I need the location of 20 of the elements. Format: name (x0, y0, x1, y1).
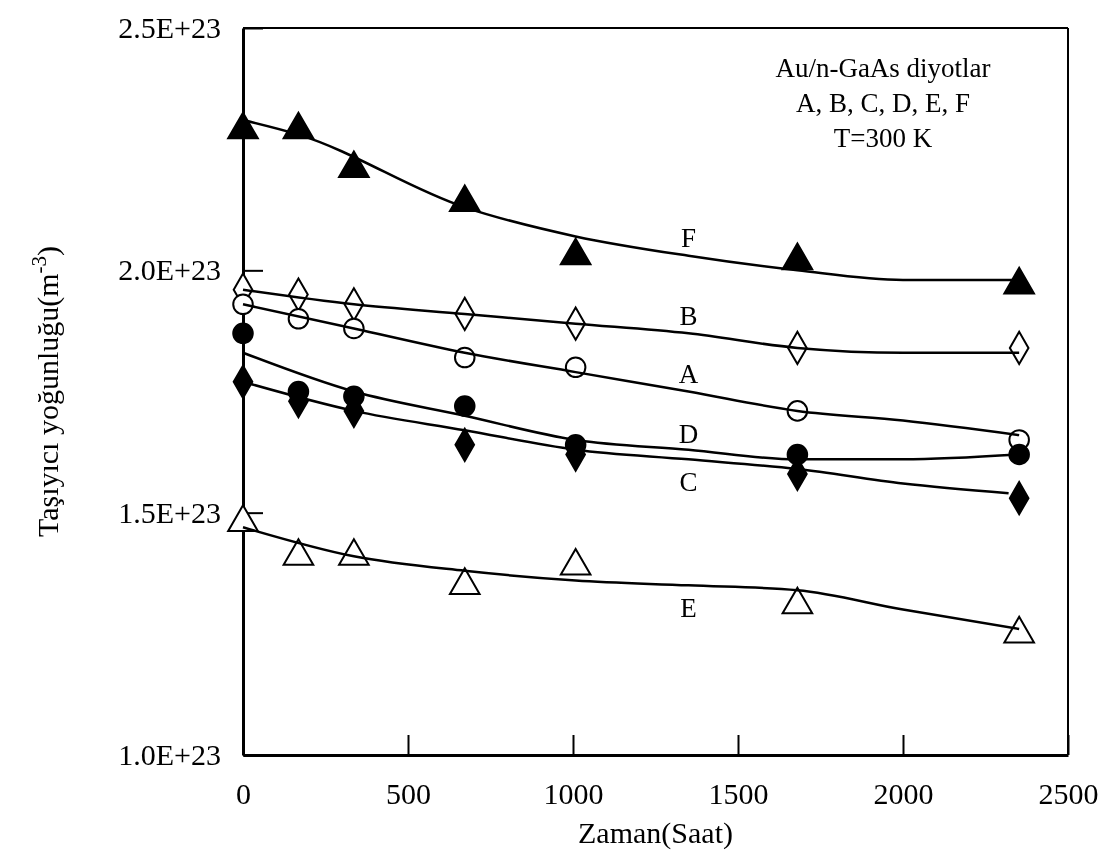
x-tick-label: 1500 (708, 777, 769, 811)
series-label: B (679, 300, 698, 331)
x-tick-label: 2000 (873, 777, 934, 811)
series-label: A (678, 358, 699, 389)
series-label: F (680, 223, 697, 254)
y-tick-label: 2.5E+23 (118, 11, 221, 45)
y-tick-label: 1.5E+23 (118, 495, 221, 529)
annotation: T=300 K (833, 123, 933, 154)
series-label: E (680, 592, 697, 623)
annotation: Au/n-GaAs diyotlar (775, 53, 991, 84)
x-tick-label: 0 (236, 777, 251, 811)
series-label: D (678, 419, 699, 450)
y-tick-label: 1.0E+23 (118, 738, 221, 772)
x-tick-label: 2500 (1038, 777, 1099, 811)
annotation: A, B, C, D, E, F (795, 88, 971, 119)
series-label: C (679, 466, 698, 497)
x-axis-title: Zaman(Saat) (578, 816, 733, 850)
x-tick-label: 500 (386, 777, 431, 811)
x-tick-label: 1000 (543, 777, 604, 811)
y-tick-label: 2.0E+23 (118, 253, 221, 287)
